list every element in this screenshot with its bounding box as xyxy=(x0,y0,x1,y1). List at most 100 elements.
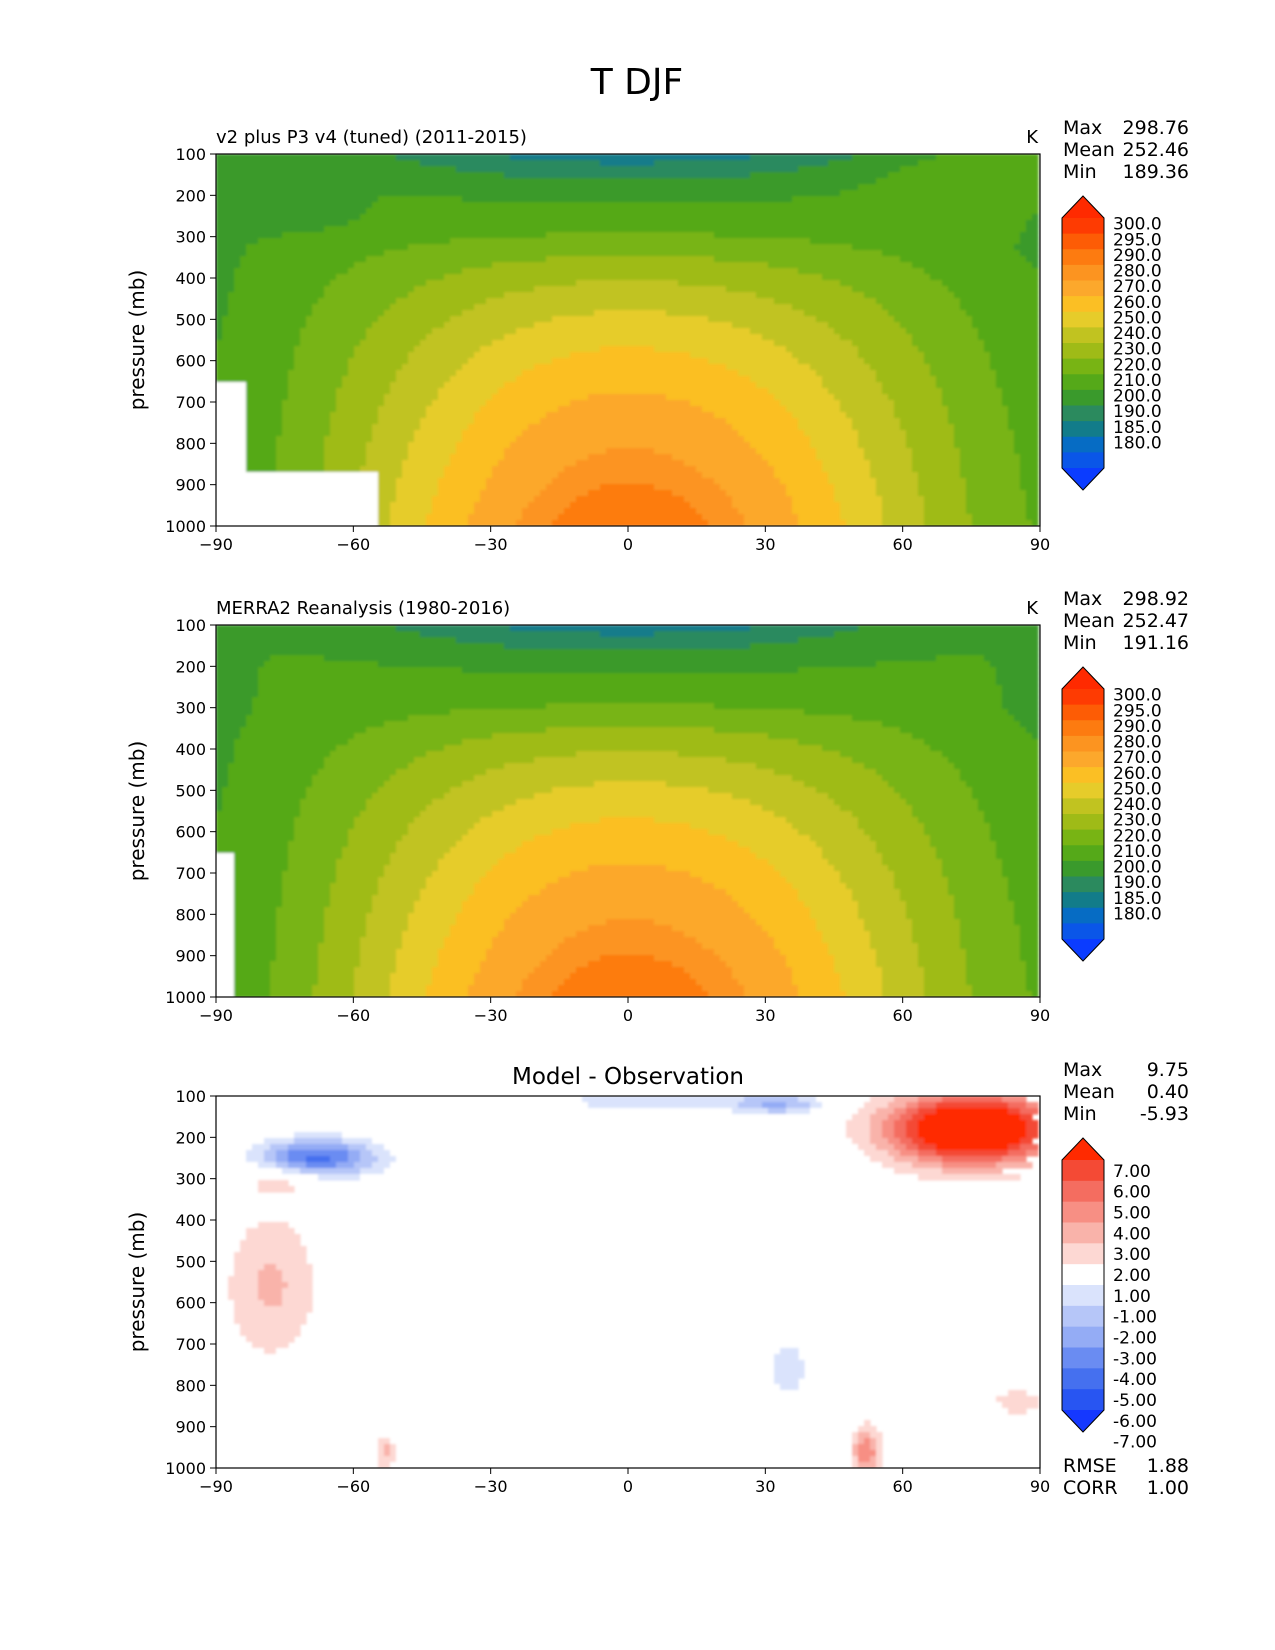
contour-band xyxy=(216,745,235,752)
contour-band xyxy=(216,1114,853,1121)
contour-band xyxy=(234,943,277,950)
contour-band xyxy=(852,1444,859,1451)
contour-band xyxy=(552,787,709,794)
contour-band xyxy=(234,883,283,890)
units-label: K xyxy=(1026,598,1039,619)
contour-band xyxy=(516,436,745,443)
contour-band xyxy=(360,943,403,950)
contour-band xyxy=(264,1138,295,1145)
colorbar-swatch xyxy=(1062,751,1104,768)
contour-band xyxy=(216,703,253,710)
y-tick-label: 100 xyxy=(175,616,206,635)
y-tick-label: 400 xyxy=(175,269,206,288)
contour-band xyxy=(282,1276,313,1283)
contour-band xyxy=(1014,901,1039,908)
contour-band xyxy=(216,1276,229,1283)
contour-band xyxy=(216,667,259,674)
contour-band xyxy=(216,316,223,323)
contour-band xyxy=(234,931,277,938)
contour-band xyxy=(216,661,265,668)
contour-band xyxy=(864,925,913,932)
contour-band xyxy=(354,352,409,359)
contour-band xyxy=(570,871,691,878)
contour-band xyxy=(924,496,967,503)
contour-band xyxy=(216,1312,235,1319)
contour-band xyxy=(300,811,361,818)
contour-band xyxy=(948,883,1009,890)
contour-band xyxy=(780,871,841,878)
contour-band xyxy=(738,430,805,437)
contour-band xyxy=(564,937,697,944)
contour-band xyxy=(864,1438,871,1445)
contour-band xyxy=(882,775,961,782)
contour-band xyxy=(864,454,913,461)
contour-band xyxy=(216,1108,733,1115)
contour-band xyxy=(396,769,487,776)
contour-band xyxy=(282,424,331,431)
contour-band xyxy=(216,502,379,509)
contour-band xyxy=(552,358,709,365)
contour-band xyxy=(234,1264,265,1271)
contour-band xyxy=(228,781,313,788)
contour-band xyxy=(918,346,985,353)
contour-band xyxy=(360,1156,379,1163)
contour-band xyxy=(774,937,823,944)
stat-label-max: Max xyxy=(1063,117,1102,139)
contour-band xyxy=(324,913,367,920)
contour-band xyxy=(870,1156,895,1163)
colorbar-swatch xyxy=(1062,892,1104,909)
contour-band xyxy=(252,703,547,710)
contour-band xyxy=(942,871,1003,878)
contour-band xyxy=(216,715,247,722)
contour-band xyxy=(324,919,367,926)
contour-band xyxy=(798,418,853,425)
contour-band xyxy=(396,961,439,968)
contour-band xyxy=(1002,685,1039,692)
contour-band xyxy=(882,1126,895,1133)
contour-band xyxy=(216,340,301,347)
contour-band xyxy=(996,667,1039,674)
contour-band xyxy=(390,1462,853,1468)
contour-band xyxy=(294,346,355,353)
contour-band xyxy=(786,961,835,968)
stat-value-min: 191.16 xyxy=(1123,632,1189,654)
contour-band xyxy=(882,520,925,526)
contour-band xyxy=(450,460,499,467)
contour-band xyxy=(216,1288,229,1295)
contour-band xyxy=(222,328,301,335)
contour-band xyxy=(366,931,403,938)
contour-band xyxy=(576,496,685,503)
contour-band xyxy=(336,865,385,872)
contour-field-obs xyxy=(216,625,1039,997)
contour-band xyxy=(312,781,385,788)
contour-band xyxy=(216,811,301,818)
contour-band xyxy=(846,412,895,419)
contour-band xyxy=(876,376,937,383)
contour-band xyxy=(216,739,235,746)
contour-band xyxy=(216,154,397,161)
contour-band xyxy=(456,637,799,644)
contour-band xyxy=(216,673,259,680)
contour-band xyxy=(1020,472,1039,479)
contour-band xyxy=(378,877,427,884)
contour-band xyxy=(774,1354,799,1361)
contour-band xyxy=(1002,697,1039,704)
contour-band xyxy=(402,460,451,467)
contour-band xyxy=(486,484,547,491)
contour-band xyxy=(834,961,877,968)
contour-band xyxy=(792,502,841,509)
contour-band xyxy=(390,514,427,521)
contour-band xyxy=(1032,520,1039,526)
contour-band xyxy=(216,901,235,908)
contour-band xyxy=(444,382,505,389)
contour-band xyxy=(282,412,331,419)
contour-band xyxy=(462,667,799,674)
contour-band xyxy=(324,454,367,461)
contour-band xyxy=(216,1300,235,1307)
contour-band xyxy=(690,400,781,407)
contour-band xyxy=(216,352,295,359)
contour-band xyxy=(216,1378,775,1385)
contour-band xyxy=(1008,895,1039,902)
contour-band xyxy=(486,871,571,878)
contour-band xyxy=(906,1126,919,1133)
